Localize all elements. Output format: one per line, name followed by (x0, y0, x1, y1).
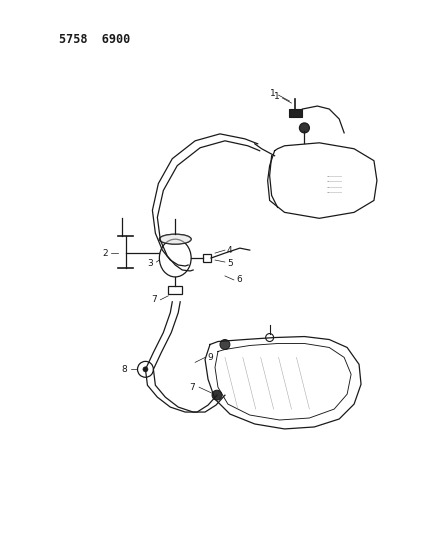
Bar (203, 254, 211, 262)
Text: 8: 8 (122, 365, 128, 374)
Text: 3: 3 (148, 259, 153, 268)
Bar (288, 109, 303, 117)
Ellipse shape (159, 234, 191, 244)
Bar (168, 286, 182, 294)
Circle shape (220, 340, 230, 350)
Text: 9: 9 (207, 353, 213, 362)
Text: 5: 5 (227, 259, 233, 268)
Text: 5758  6900: 5758 6900 (59, 34, 130, 46)
Circle shape (300, 123, 309, 133)
Text: 6: 6 (237, 276, 243, 285)
Text: 1: 1 (270, 88, 276, 98)
Text: 4: 4 (227, 246, 232, 255)
Circle shape (212, 390, 222, 400)
Text: ________
________
________
________: ________ ________ ________ ________ (326, 173, 342, 194)
Text: 7: 7 (152, 295, 158, 304)
Text: 2: 2 (102, 248, 108, 257)
Text: 7: 7 (189, 383, 195, 392)
Text: 1: 1 (274, 92, 279, 101)
Circle shape (143, 367, 148, 372)
